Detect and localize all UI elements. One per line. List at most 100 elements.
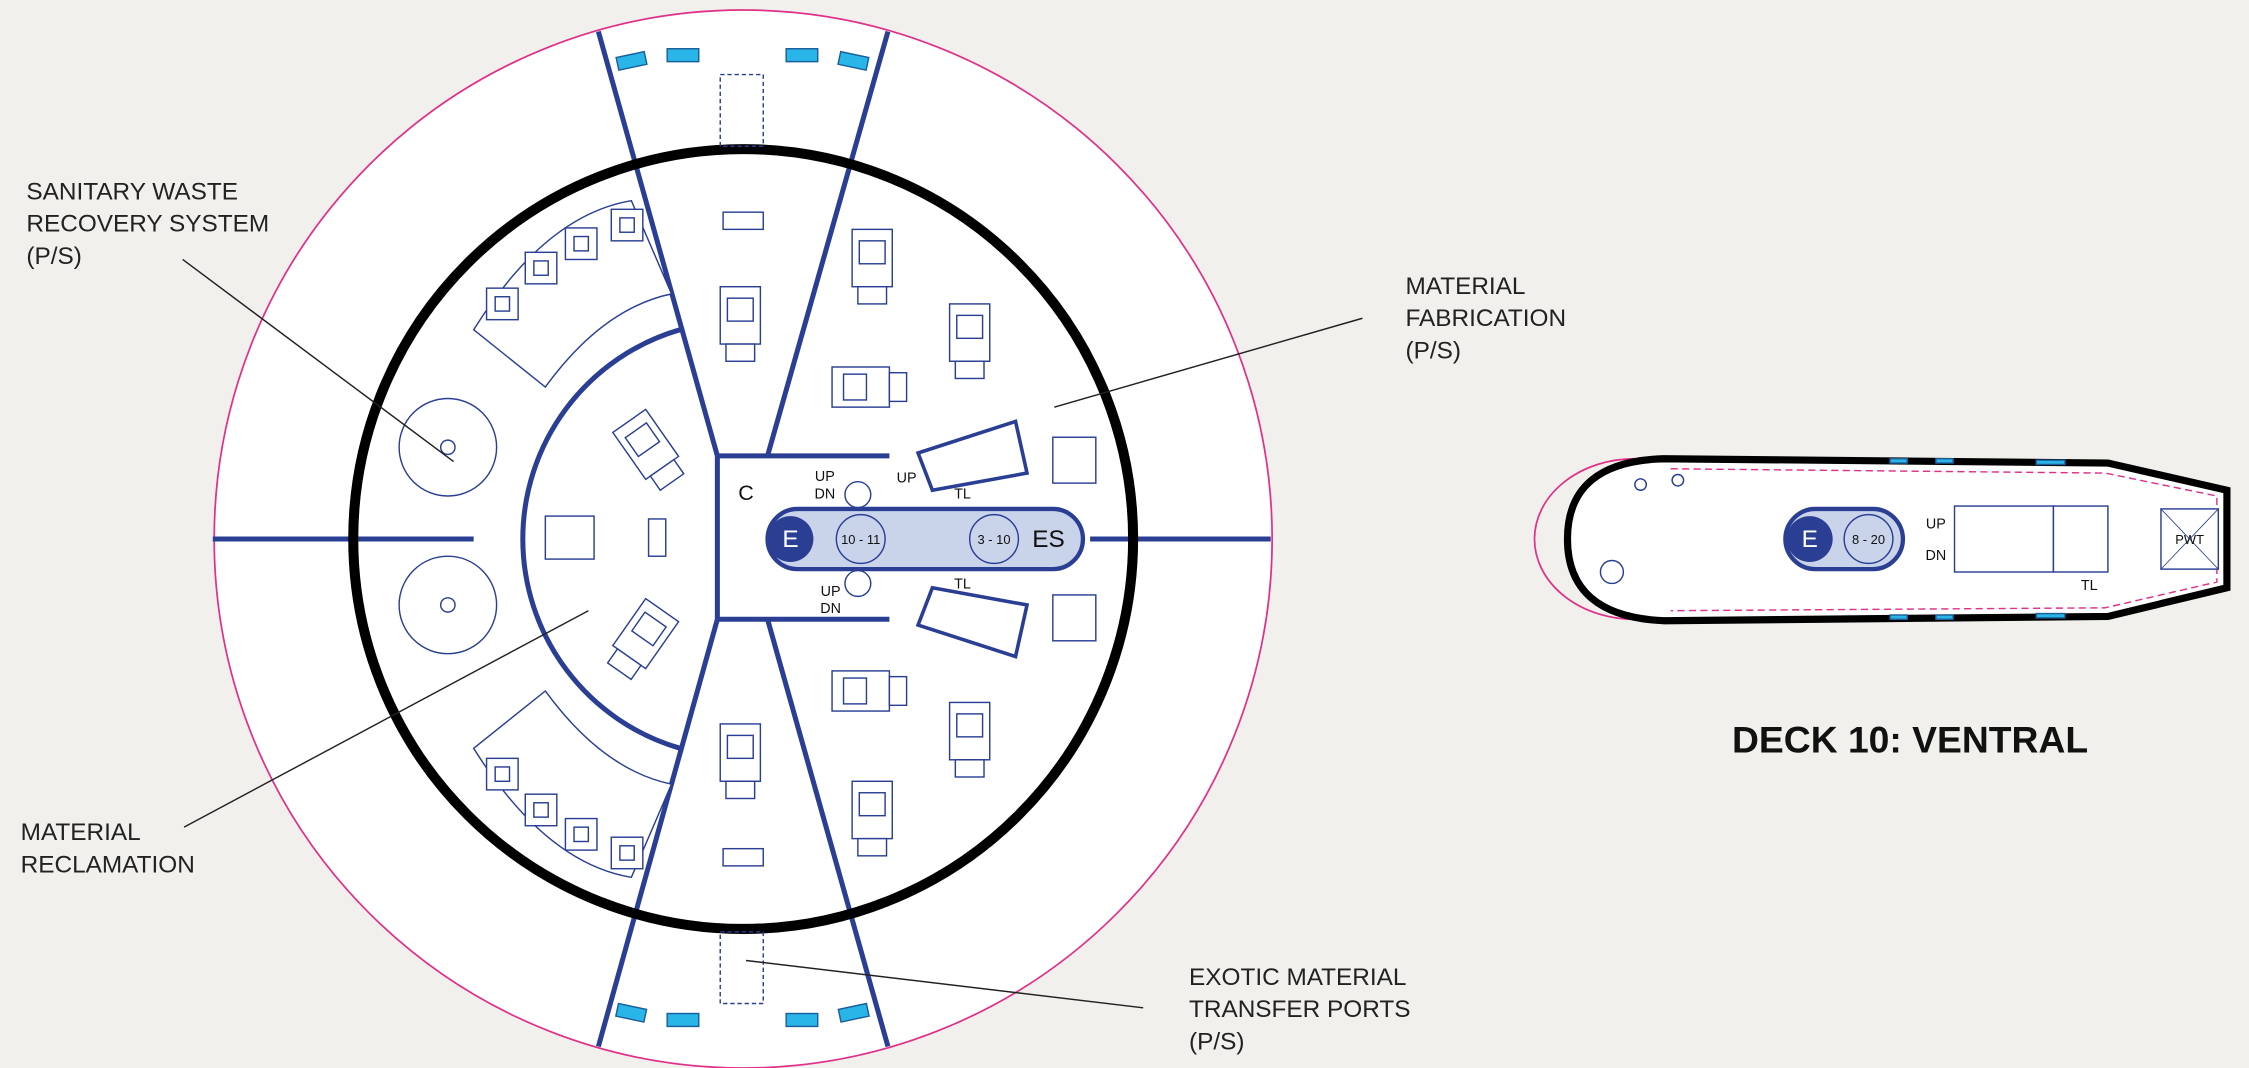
furniture-part bbox=[948, 701, 991, 778]
turbolift-part bbox=[844, 569, 872, 598]
callout-text: SANITARY WASTE bbox=[26, 178, 238, 205]
saucer-section-part bbox=[595, 30, 720, 457]
furniture-part bbox=[564, 817, 598, 851]
ventral-hull-part bbox=[1889, 458, 1908, 464]
furniture-part bbox=[610, 208, 644, 242]
saucer-section-part bbox=[765, 30, 891, 457]
furniture-part bbox=[544, 515, 595, 560]
stairs bbox=[915, 419, 1030, 659]
callout-text: (P/S) bbox=[1189, 1028, 1245, 1055]
label: UP bbox=[1926, 516, 1946, 532]
furniture-part bbox=[524, 251, 558, 285]
stairs-part bbox=[915, 585, 1030, 659]
label: TL bbox=[2081, 578, 2098, 594]
label: TL bbox=[954, 486, 971, 502]
furniture-part bbox=[398, 555, 498, 655]
windows-part bbox=[785, 48, 819, 63]
furniture-part bbox=[722, 211, 764, 231]
ventral-hull-part bbox=[2052, 505, 2109, 573]
label: UP bbox=[897, 471, 917, 487]
ventral-hull: E 8 - 20 UP DN TL PWT bbox=[1533, 455, 2231, 625]
windows-part bbox=[615, 50, 648, 72]
furniture-part bbox=[719, 285, 762, 362]
furniture bbox=[398, 199, 1097, 879]
ventral-hull-part bbox=[1935, 614, 1954, 621]
leader-line bbox=[183, 610, 589, 828]
furniture-part bbox=[485, 287, 519, 321]
callout-text: MATERIAL bbox=[1405, 273, 1525, 300]
leader-line bbox=[182, 258, 455, 463]
furniture-part bbox=[831, 366, 908, 408]
label: 3 - 10 bbox=[978, 532, 1011, 547]
saucer-section-part bbox=[714, 453, 890, 622]
ventral-hull-part bbox=[2035, 612, 2066, 619]
furniture-part bbox=[722, 847, 764, 867]
label: UP bbox=[821, 584, 841, 600]
ventral-hull-part bbox=[1634, 478, 1648, 491]
furniture-part bbox=[948, 303, 991, 380]
furniture-part bbox=[831, 670, 908, 712]
ventral-hull-part bbox=[1533, 457, 1635, 621]
label: 10 - 11 bbox=[841, 532, 880, 547]
deck-title: DECK 10: VENTRAL bbox=[1732, 719, 2088, 761]
windows-part bbox=[785, 1012, 819, 1028]
ventral-hull-part bbox=[1935, 458, 1954, 464]
ventral-hull-part bbox=[1671, 473, 1685, 487]
ventral-hull-part bbox=[1953, 505, 2055, 573]
label: C bbox=[738, 481, 754, 505]
windows-part bbox=[837, 50, 870, 72]
windows-part bbox=[666, 48, 700, 63]
label: UP bbox=[815, 469, 835, 485]
saucer-section: C E 10 - 11 3 - 10 ES UP DN UP DN UP TL … bbox=[212, 9, 1273, 1068]
ventral-hull-part bbox=[2160, 508, 2219, 570]
turbolift-part bbox=[835, 513, 886, 565]
furniture-part bbox=[1052, 436, 1097, 484]
ventral-hull-part bbox=[2035, 459, 2066, 466]
windows bbox=[614, 48, 870, 1028]
callout-text: MATERIAL bbox=[21, 819, 141, 846]
saucer-section-part bbox=[719, 73, 764, 147]
callout-text: RECLAMATION bbox=[21, 851, 195, 878]
callout-text: (P/S) bbox=[26, 243, 82, 270]
furniture-part bbox=[610, 836, 644, 870]
furniture-part bbox=[647, 518, 667, 557]
label: PWT bbox=[2175, 532, 2204, 547]
label: TL bbox=[954, 577, 971, 593]
furniture-part bbox=[398, 397, 498, 497]
furniture-part bbox=[485, 757, 519, 791]
saucer-section-part bbox=[520, 327, 681, 751]
furniture-part bbox=[564, 227, 598, 261]
turbolift bbox=[765, 480, 1086, 598]
leader-line bbox=[745, 959, 1144, 1009]
saucer-section-part bbox=[719, 931, 764, 1005]
furniture-part bbox=[851, 228, 893, 305]
furniture-part bbox=[1052, 594, 1097, 642]
saucer-section-part bbox=[348, 144, 1139, 934]
saucer-section-part bbox=[595, 618, 720, 1048]
label: DN bbox=[815, 486, 836, 502]
callout-text: EXOTIC MATERIAL bbox=[1189, 964, 1406, 991]
ventral-hull-part bbox=[1889, 614, 1908, 621]
furniture-part bbox=[472, 199, 673, 389]
leader-line bbox=[1054, 317, 1363, 408]
turbolift-part bbox=[844, 480, 872, 509]
callout-text: FABRICATION bbox=[1405, 305, 1566, 332]
label: DN bbox=[1926, 548, 1947, 564]
callouts: SANITARY WASTE RECOVERY SYSTEM (P/S) MATERI… bbox=[21, 178, 1566, 1055]
furniture-part bbox=[472, 689, 673, 879]
label: E bbox=[782, 526, 798, 553]
windows-part bbox=[837, 1002, 870, 1023]
label: 8 - 20 bbox=[1852, 532, 1885, 547]
callout-text: (P/S) bbox=[1405, 337, 1461, 364]
furniture-part bbox=[851, 780, 893, 857]
label: E bbox=[1802, 526, 1818, 553]
furniture-part bbox=[524, 793, 558, 827]
windows-part bbox=[614, 1002, 648, 1023]
turbolift-part bbox=[968, 513, 1020, 565]
ventral-hull-part bbox=[1599, 559, 1625, 585]
callout-text: TRANSFER PORTS bbox=[1189, 996, 1411, 1023]
stairs-part bbox=[915, 419, 1030, 493]
furniture-part bbox=[719, 723, 762, 800]
label: DN bbox=[820, 601, 841, 617]
